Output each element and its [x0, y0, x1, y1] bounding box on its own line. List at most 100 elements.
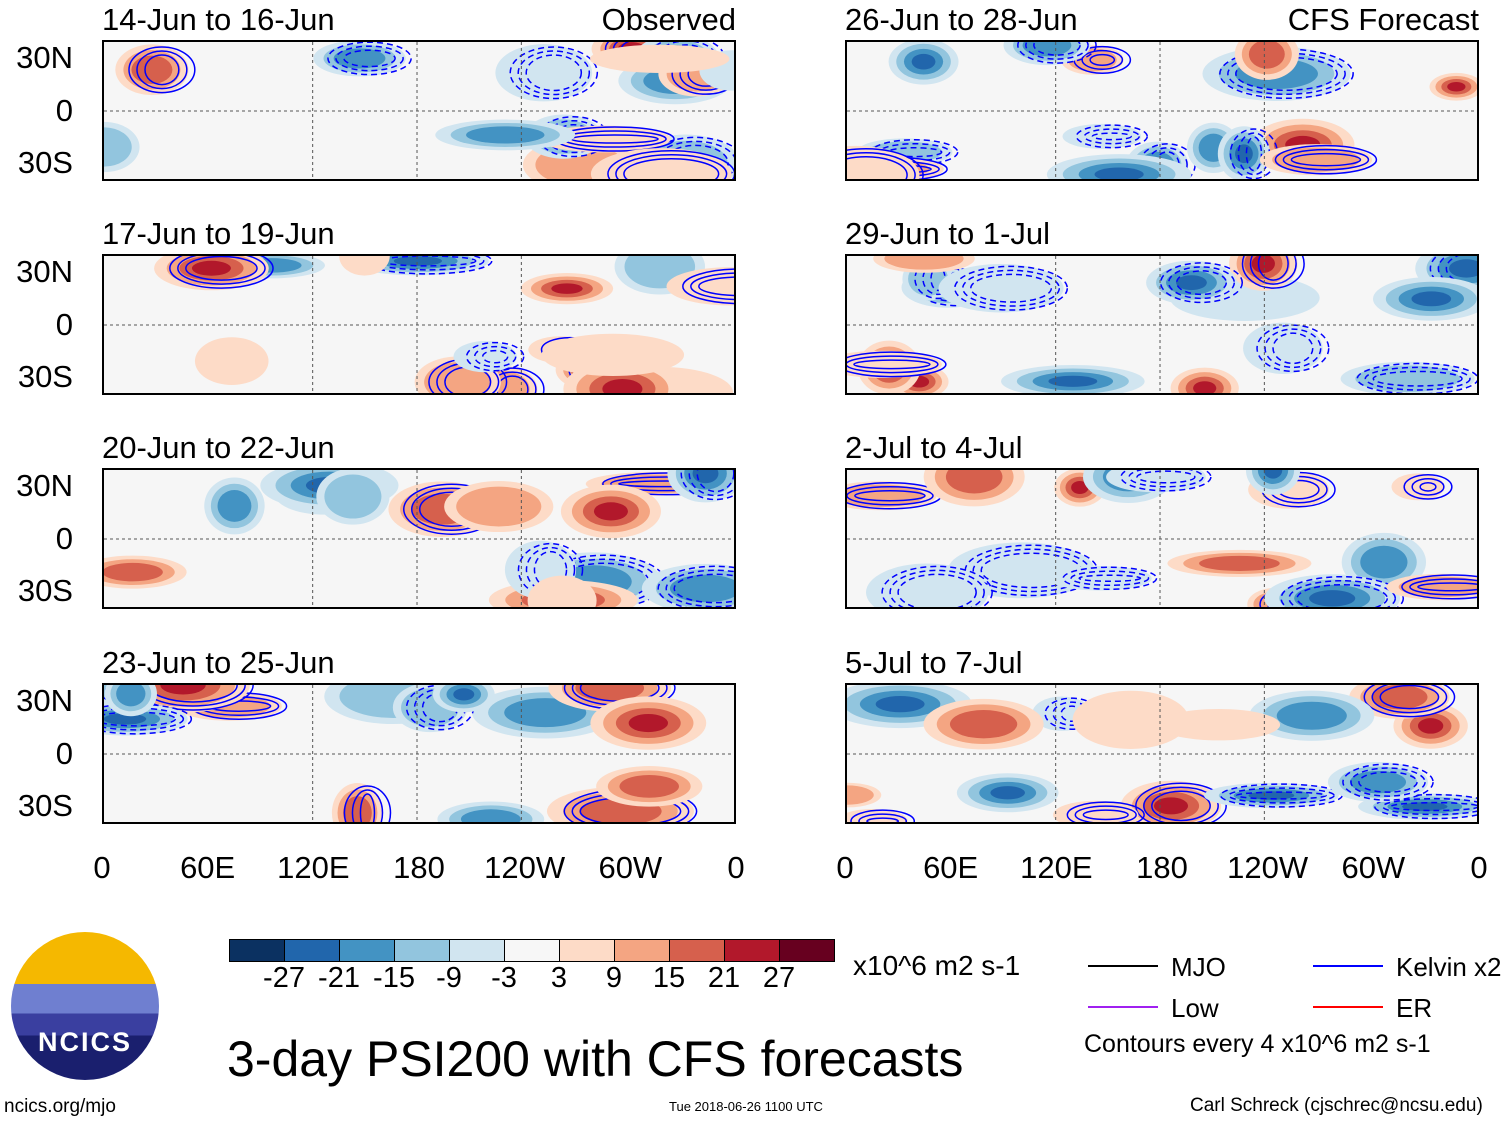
- kelvin-contour: [136, 50, 188, 90]
- anomaly-blob: [1048, 375, 1098, 387]
- kelvin-contour: [665, 569, 734, 607]
- map-field: [104, 470, 734, 607]
- panel-title: 29-Jun to 1-Jul: [845, 216, 1051, 251]
- map-field: [104, 685, 734, 822]
- anomaly-blob: [104, 562, 163, 582]
- lon-tick-label: 120W: [1227, 850, 1309, 885]
- lon-tick-label: 180: [393, 850, 445, 885]
- kelvin-contour: [1409, 578, 1477, 596]
- kelvin-contour: [1342, 763, 1434, 801]
- kelvin-contour: [673, 573, 734, 604]
- map-panel: [102, 683, 736, 824]
- kelvin-contour: [1419, 481, 1437, 492]
- lon-tick-label: 0: [836, 850, 854, 885]
- kelvin-contour: [1363, 685, 1456, 718]
- kelvin-contour: [690, 272, 734, 301]
- anomaly-blob: [495, 44, 593, 102]
- anomaly-blob: [116, 685, 146, 707]
- panel-title: 2-Jul to 4-Jul: [845, 430, 1023, 465]
- kelvin-contour: [696, 470, 734, 493]
- lon-tick-label: 120E: [277, 850, 350, 885]
- kelvin-contour: [1358, 771, 1418, 793]
- anomaly-blob: [456, 486, 542, 527]
- kelvin-contour: [623, 157, 720, 179]
- kelvin-contour: [1089, 53, 1116, 66]
- anomaly-blob: [990, 786, 1025, 800]
- kelvin-contour: [533, 550, 568, 589]
- anomaly-blob: [1199, 555, 1280, 572]
- anomaly-blob: [590, 148, 732, 179]
- kelvin-contour: [1082, 809, 1129, 821]
- kelvin-contour: [682, 268, 734, 305]
- kelvin-contour: [1143, 786, 1219, 822]
- lat-tick-label: 30S: [17, 573, 73, 608]
- kelvin-contour: [1379, 685, 1440, 710]
- anomaly-blob: [1309, 590, 1356, 607]
- kelvin-contour: [1296, 583, 1388, 607]
- anomaly-blob: [466, 126, 545, 144]
- anomaly-blob: [504, 698, 587, 728]
- kelvin-contour: [128, 46, 196, 94]
- kelvin-contour: [1070, 570, 1150, 587]
- legend-line-er: [1313, 1006, 1383, 1008]
- legend-line-low: [1088, 1006, 1158, 1008]
- anomaly-blob: [1276, 701, 1347, 730]
- kelvin-contour: [177, 256, 266, 285]
- anomaly-blob: [1251, 256, 1275, 273]
- panel-title: 5-Jul to 7-Jul: [845, 645, 1023, 680]
- contour-note: Contours every 4 x10^6 m2 s-1: [1084, 1030, 1431, 1058]
- legend-line-kelvin-x2: [1313, 965, 1383, 967]
- column-header: Observed: [601, 2, 736, 37]
- lon-tick-label: 0: [93, 850, 111, 885]
- anomaly-blob: [104, 713, 147, 725]
- colorbar: [229, 939, 835, 962]
- kelvin-contour: [1401, 574, 1477, 600]
- lat-tick-label: 30S: [17, 145, 73, 180]
- kelvin-contour: [1350, 767, 1426, 797]
- map-field: [847, 42, 1477, 179]
- kelvin-contour: [954, 265, 1069, 311]
- kelvin-contour: [847, 355, 939, 374]
- kelvin-contour: [881, 565, 993, 607]
- colorbar-swatch: [505, 940, 560, 961]
- kelvin-contour: [1411, 477, 1445, 496]
- anomaly-blob: [160, 685, 206, 695]
- kelvin-contour: [970, 273, 1053, 303]
- kelvin-contour: [854, 489, 926, 502]
- kelvin-contour: [1075, 124, 1148, 149]
- kelvin-contour: [850, 809, 915, 822]
- kelvin-contour: [335, 45, 404, 72]
- colorbar-swatch: [615, 940, 670, 961]
- colorbar-swatch: [450, 940, 505, 961]
- anomaly-blob: [343, 796, 372, 822]
- lon-tick-label: 120W: [484, 850, 566, 885]
- anomaly-blob: [194, 337, 269, 385]
- lat-tick-label: 0: [55, 736, 73, 771]
- kelvin-contour: [1274, 144, 1378, 175]
- kelvin-contour: [1175, 270, 1228, 296]
- logo-text: NCICS: [37, 1027, 132, 1057]
- kelvin-contour: [509, 46, 599, 100]
- kelvin-contour: [1091, 132, 1132, 141]
- kelvin-contour: [680, 470, 734, 501]
- lat-tick-label: 0: [55, 93, 73, 128]
- kelvin-contour: [1066, 801, 1145, 822]
- anomaly-blob: [593, 502, 628, 521]
- panel-title: 17-Jun to 19-Jun: [102, 216, 335, 251]
- kelvin-contour: [1017, 42, 1097, 64]
- kelvin-contour: [1249, 256, 1297, 285]
- anomaly-blob: [1411, 291, 1452, 307]
- map-panel: [845, 683, 1479, 824]
- lon-tick-label: 60E: [180, 850, 236, 885]
- map-panel: [102, 40, 736, 181]
- anomaly-blob: [911, 53, 936, 70]
- anomaly-blob: [1235, 144, 1253, 164]
- anomaly-blob: [1071, 481, 1089, 495]
- colorbar-label: 9: [605, 962, 623, 994]
- legend-label: Low: [1171, 993, 1219, 1023]
- lon-tick-label: 60E: [923, 850, 979, 885]
- kelvin-contour: [144, 54, 180, 86]
- anomaly-blob: [1022, 42, 1072, 57]
- anomaly-blob: [191, 260, 231, 276]
- lat-tick-label: 30N: [16, 683, 73, 718]
